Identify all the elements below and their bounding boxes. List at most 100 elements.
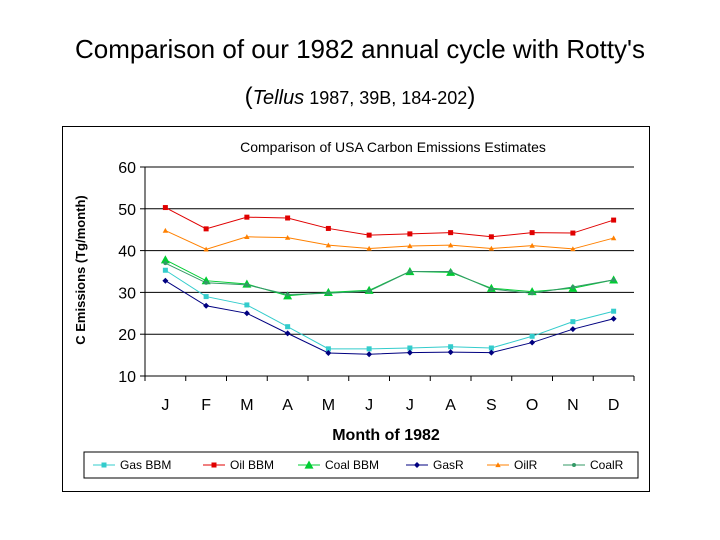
data-point-oilr — [284, 234, 291, 240]
series-line-gasr — [165, 280, 614, 355]
x-tick-label: N — [567, 397, 579, 414]
data-point-oil-bbm — [244, 214, 250, 220]
data-point-coalr — [407, 269, 412, 274]
data-point-gasr — [529, 339, 536, 346]
slide-title: Comparison of our 1982 annual cycle with… — [74, 34, 646, 64]
data-point-coalr — [570, 284, 575, 289]
y-tick-label: 20 — [118, 327, 136, 344]
data-point-oilr — [570, 246, 576, 252]
series-coalr — [163, 261, 616, 297]
y-axis-label: C Emissions (Tg/month) — [73, 195, 88, 345]
legend-label: GasR — [433, 458, 464, 472]
data-point-gasr — [569, 326, 576, 333]
x-tick-label: J — [406, 397, 414, 414]
data-point-oil-bbm — [570, 230, 576, 236]
chart-title: Comparison of USA Carbon Emissions Estim… — [240, 139, 546, 155]
data-point-oil-bbm — [162, 205, 168, 211]
data-point-coalr — [530, 291, 535, 296]
subtitle-close-paren: ) — [467, 83, 476, 110]
data-point-oil-bbm — [203, 226, 209, 232]
data-point-gas-bbm — [488, 345, 494, 351]
y-tick-label: 50 — [118, 202, 136, 219]
data-point-gasr — [243, 310, 250, 317]
data-point-coalr — [285, 292, 290, 297]
data-point-coalr — [204, 280, 209, 285]
data-point-oilr — [407, 243, 413, 249]
x-axis-label: Month of 1982 — [332, 427, 440, 444]
x-tick-label: S — [486, 397, 497, 414]
data-point-oilr — [610, 235, 617, 241]
data-point-coalr — [244, 282, 249, 287]
data-point-coalr — [448, 269, 453, 274]
data-point-coalr — [326, 291, 331, 296]
series-line-oil-bbm — [165, 207, 614, 238]
x-tick-label: M — [240, 397, 253, 414]
legend-item-coal-bbm: Coal BBM — [298, 458, 379, 472]
series-gas-bbm — [162, 267, 617, 352]
data-point-oil-bbm — [448, 230, 454, 236]
x-tick-label: J — [161, 397, 169, 414]
data-point-gasr — [610, 315, 617, 322]
legend-box — [83, 451, 639, 479]
data-point-gas-bbm — [285, 324, 291, 330]
data-point-oilr — [529, 242, 535, 248]
x-tick-label: J — [365, 397, 373, 414]
legend-label: Coal BBM — [325, 458, 379, 472]
legend-label: CoalR — [590, 458, 624, 472]
legend-marker — [101, 462, 107, 468]
line-chart: Comparison of USA Carbon Emissions Estim… — [73, 139, 639, 479]
series-line-coalr — [165, 262, 614, 295]
legend-label: Oil BBM — [230, 458, 274, 472]
data-point-coalr — [611, 277, 616, 282]
series-oilr — [162, 227, 617, 252]
data-point-gas-bbm — [570, 319, 576, 325]
slide-subtitle: (Tellus 1987, 39B, 184-202) — [0, 84, 720, 111]
x-tick-label: D — [608, 397, 620, 414]
data-point-gasr — [488, 349, 495, 356]
data-point-gasr — [406, 349, 413, 356]
y-tick-label: 30 — [118, 285, 136, 302]
y-tick-label: 40 — [118, 244, 136, 261]
series-gasr — [162, 277, 617, 358]
legend-marker — [495, 462, 501, 468]
data-point-oilr — [325, 242, 332, 248]
data-point-gas-bbm — [407, 345, 413, 351]
data-point-oil-bbm — [407, 231, 413, 237]
data-point-gasr — [447, 349, 454, 356]
series-line-oilr — [165, 230, 614, 250]
series-line-coal-bbm — [165, 259, 614, 297]
data-point-oil-bbm — [529, 230, 535, 236]
legend-marker — [414, 462, 420, 468]
data-point-gas-bbm — [325, 346, 331, 352]
data-point-gasr — [162, 277, 169, 284]
x-tick-label: O — [526, 397, 538, 414]
legend-label: Gas BBM — [120, 458, 171, 472]
data-point-gasr — [203, 302, 210, 309]
x-tick-label: A — [282, 397, 293, 414]
data-point-gasr — [366, 351, 373, 358]
data-point-coal-bbm — [160, 255, 170, 264]
data-point-oil-bbm — [285, 215, 291, 221]
legend-item-oilr: OilR — [487, 458, 538, 472]
data-point-coal-bbm — [201, 276, 211, 285]
data-point-gas-bbm — [611, 308, 617, 314]
x-tick-label: A — [445, 397, 456, 414]
data-point-gas-bbm — [366, 346, 372, 352]
plot-area — [145, 166, 634, 335]
data-point-oil-bbm — [611, 217, 617, 223]
data-point-oil-bbm — [325, 225, 331, 231]
x-tick-label: M — [322, 397, 335, 414]
series-oil-bbm — [162, 205, 617, 240]
data-point-gas-bbm — [529, 333, 535, 339]
chart-frame: Comparison of USA Carbon Emissions Estim… — [62, 126, 650, 492]
series-line-gas-bbm — [165, 269, 614, 350]
legend-item-gasr: GasR — [406, 458, 464, 472]
data-point-oil-bbm — [366, 232, 372, 238]
data-point-oil-bbm — [488, 234, 494, 240]
legend-item-oil-bbm: Oil BBM — [203, 458, 274, 472]
x-tick-label: F — [201, 397, 211, 414]
legend-marker — [304, 460, 314, 469]
legend-marker — [211, 462, 217, 468]
legend-marker — [572, 463, 576, 467]
data-point-gas-bbm — [162, 267, 168, 273]
